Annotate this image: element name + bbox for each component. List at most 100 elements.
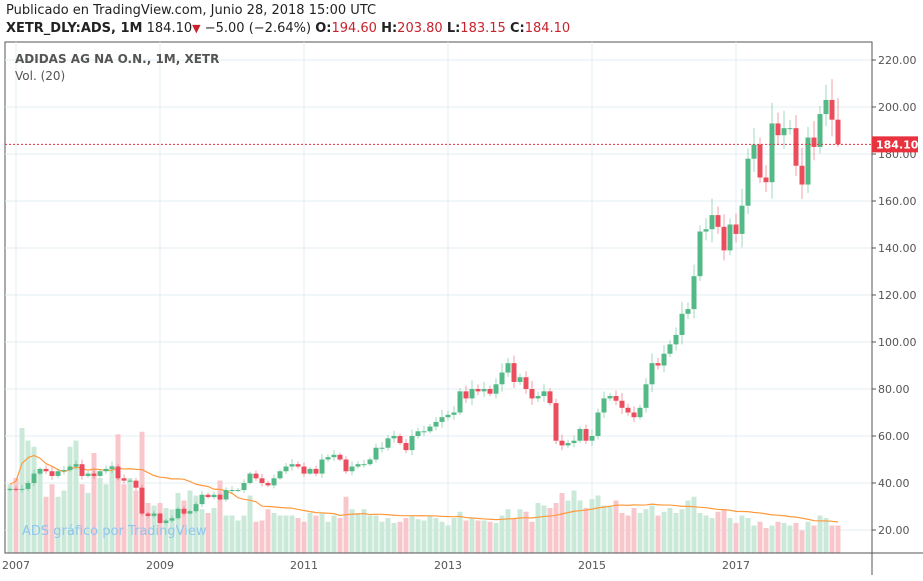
candle-body (73, 464, 79, 467)
volume-bar (7, 484, 13, 553)
candle-body (715, 215, 721, 227)
volume-bar (655, 515, 661, 553)
volume-bar (823, 518, 829, 553)
candle-body (649, 363, 655, 385)
volume-bar (247, 495, 253, 553)
candle-body (241, 483, 247, 491)
volume-bar (595, 495, 601, 553)
volume-bar (367, 515, 373, 553)
volume-bar (751, 525, 757, 553)
candle-body (775, 123, 781, 136)
y-tick-label: 140.00 (878, 242, 917, 255)
y-tick-label: 120.00 (878, 289, 917, 302)
candle-body (181, 508, 187, 514)
volume-bar (169, 509, 175, 553)
candle-body (289, 464, 295, 467)
low-value: 183.15 (460, 21, 506, 36)
candle-body (553, 403, 559, 441)
candle-body (253, 473, 259, 479)
candle-body (793, 128, 799, 166)
x-tick-label: 2017 (722, 559, 750, 572)
y-tick-label: 60.00 (878, 430, 910, 443)
volume-bar (199, 509, 205, 553)
plot-area (4, 41, 873, 554)
candle-body (703, 229, 709, 232)
candle-body (277, 471, 283, 479)
candle-body (661, 353, 667, 366)
volume-bar (787, 525, 793, 553)
volume-bar (343, 496, 349, 553)
candle-body (499, 372, 505, 385)
volume-bar (487, 521, 493, 553)
candle-body (739, 205, 745, 234)
open-label: O: (315, 21, 332, 36)
volume-bar (661, 511, 667, 553)
volume-bar (721, 509, 727, 553)
candle-body (367, 459, 373, 465)
candle-body (193, 504, 199, 512)
volume-bar (799, 530, 805, 553)
y-tick-label: 20.00 (878, 524, 910, 537)
volume-bar (307, 513, 313, 553)
last-price-badge (872, 136, 918, 153)
candle-body (811, 137, 817, 147)
candle-body (115, 466, 121, 479)
candle-body (619, 400, 625, 408)
volume-bar (589, 499, 595, 553)
volume-bar (733, 523, 739, 553)
candle-body (283, 466, 289, 472)
candle-body (517, 377, 523, 382)
candle-body (409, 436, 415, 451)
volume-bar (559, 493, 565, 553)
candle-body (745, 158, 751, 206)
open-value: 194.60 (331, 21, 377, 36)
candle-body (817, 114, 823, 147)
candle-body (475, 389, 481, 392)
volume-bar (535, 503, 541, 553)
volume-bar (325, 521, 331, 553)
candle-body (295, 464, 301, 467)
candle-body (541, 391, 547, 397)
volume-bar (421, 520, 427, 553)
volume-bar (265, 509, 271, 553)
candle-body (451, 412, 457, 415)
volume-bar (805, 521, 811, 553)
candle-body (667, 344, 673, 354)
candle-body (481, 389, 487, 392)
candle-body (313, 468, 319, 474)
candle-body (343, 459, 349, 472)
candle-body (565, 443, 571, 446)
volume-bar (73, 440, 79, 553)
candle-body (49, 471, 55, 476)
y-tick-label: 220.00 (878, 54, 917, 67)
candle-body (577, 428, 583, 441)
candle-body (211, 494, 217, 498)
candle-body (787, 128, 793, 130)
volume-bar (91, 453, 97, 553)
volume-bar (523, 511, 529, 553)
volume-bar (187, 490, 193, 553)
volume-bar (475, 520, 481, 553)
volume-bar (25, 440, 31, 553)
volume-bar (379, 521, 385, 553)
volume-bar (115, 434, 121, 553)
candle-body (763, 177, 769, 183)
candle-body (595, 412, 601, 436)
candle-body (421, 431, 427, 433)
volume-bar (601, 505, 607, 553)
volume-bar (643, 509, 649, 553)
volume-bar (829, 525, 835, 553)
candle-body (637, 407, 643, 418)
volume-bar (481, 520, 487, 553)
candle-body (145, 513, 151, 516)
volume-bar (175, 493, 181, 553)
candle-body (223, 490, 229, 500)
candle-body (61, 470, 67, 472)
down-triangle-icon: ▼ (192, 22, 201, 35)
volume-bar (49, 484, 55, 553)
volume-bar (61, 490, 67, 553)
volume-bar (745, 518, 751, 553)
volume-bar (295, 518, 301, 553)
